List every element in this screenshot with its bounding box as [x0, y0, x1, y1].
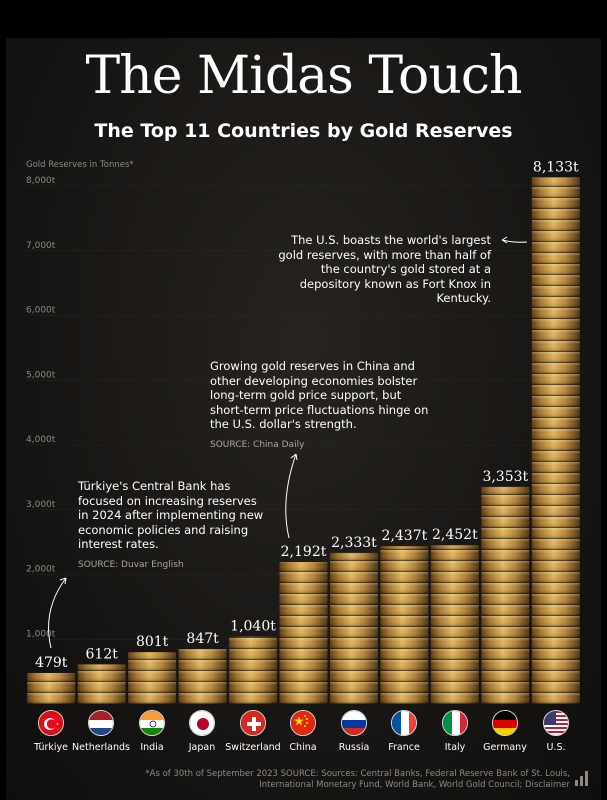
bars: [27, 177, 580, 704]
bar-chart-logo-icon: [575, 771, 588, 786]
y-axis-ticks: 1,000t 2,000t 3,000t 4,000t 5,000t 6,000t 7,00…: [26, 176, 56, 639]
bar-ingot-texture-trkiye: [27, 672, 76, 704]
russia-flag-icon: [341, 710, 367, 736]
us-annotation-arrow: [501, 239, 528, 243]
value-label-japan: 847t: [186, 631, 219, 647]
usa-flag-icon: [543, 710, 569, 736]
france-flag-icon: [391, 710, 417, 736]
country-label-india: India: [140, 742, 164, 753]
chart-subtitle: The Top 11 Countries by Gold Reserves: [94, 120, 513, 142]
bar-ingot-texture-italy: [430, 545, 479, 704]
us-annotation-text: The U.S. boasts the world's largest gold…: [278, 233, 491, 305]
turkiye-annotation-arrowhead: [59, 577, 67, 585]
bar-ingot-texture-india: [128, 652, 177, 704]
china-annotation-source: SOURCE: China Daily: [210, 439, 305, 450]
turkiye-annotation: Türkiye's Central Bank has focused on in…: [78, 479, 268, 572]
china-annotation-arrow: [285, 453, 297, 539]
bar-ingot-texture-germany: [481, 486, 530, 704]
country-label-us: U.S.: [546, 742, 566, 753]
china-annotation-text: Growing gold reserves in China and other…: [210, 359, 429, 431]
y-tick-label: 5,000t: [26, 370, 56, 380]
bar-ingot-texture-china: [279, 562, 328, 704]
annotation-arrows: [48, 236, 528, 649]
y-tick-label: 2,000t: [26, 565, 56, 575]
turkiye-annotation-source: SOURCE: Duvar English: [78, 559, 184, 570]
value-label-russia: 2,333t: [331, 535, 377, 551]
bar-ingot-texture-netherlands: [77, 664, 126, 704]
us-annotation: The U.S. boasts the world's largest gold…: [268, 233, 491, 306]
country-label-russia: Russia: [338, 742, 370, 753]
footnote: *As of 30th of September 2023 SOURCE: So…: [145, 769, 570, 790]
china-annotation: Growing gold reserves in China and other…: [210, 359, 438, 452]
bar-ingot-texture-us: [531, 177, 580, 704]
value-label-switzerland: 1,040t: [230, 619, 276, 635]
country-label-italy: Italy: [444, 742, 466, 753]
y-tick-label: 3,000t: [26, 500, 56, 510]
bar-ingot-texture-switzerland: [229, 636, 278, 704]
chart-title: The Midas Touch: [85, 46, 523, 106]
bar-ingot-texture-russia: [329, 552, 378, 704]
japan-flag-icon: [189, 710, 215, 736]
value-label-china: 2,192t: [281, 544, 327, 560]
y-axis-title: Gold Reserves in Tonnes*: [26, 160, 134, 170]
turkey-flag-icon: [38, 710, 64, 736]
bar-ingot-texture-france: [380, 546, 429, 704]
country-label-france: France: [388, 742, 420, 753]
country-label-germany: Germany: [483, 742, 527, 753]
y-tick-label: 4,000t: [26, 435, 56, 445]
bar-ingot-texture-japan: [178, 649, 227, 704]
value-label-netherlands: 612t: [86, 646, 119, 662]
italy-flag-icon: [442, 710, 468, 736]
china-annotation-arrowhead: [290, 453, 298, 461]
country-label-turkiye: Türkiye: [33, 742, 69, 753]
turkiye-annotation-arrow: [48, 577, 67, 649]
value-label-us: 8,133t: [533, 159, 579, 175]
value-label-trkiye: 479t: [35, 655, 68, 671]
india-flag-icon: [139, 710, 165, 736]
country-label-netherlands: Netherlands: [72, 742, 130, 753]
y-tick-label: 6,000t: [26, 306, 56, 316]
country-label-japan: Japan: [188, 742, 216, 753]
us-annotation-arrowhead: [501, 236, 508, 244]
value-label-italy: 2,452t: [432, 527, 478, 543]
germany-flag-icon: [492, 710, 518, 736]
y-tick-label: 8,000t: [26, 176, 56, 186]
country-label-switzerland: Switzerland: [225, 742, 281, 753]
value-label-france: 2,437t: [382, 528, 428, 544]
value-label-germany: 3,353t: [482, 469, 528, 485]
turkiye-annotation-text: Türkiye's Central Bank has focused on in…: [78, 479, 264, 551]
switzerland-flag-icon: [240, 710, 266, 736]
netherlands-flag-icon: [88, 710, 114, 736]
value-label-india: 801t: [136, 634, 169, 650]
country-label-china: China: [289, 742, 317, 753]
y-tick-label: 1,000t: [26, 629, 56, 639]
china-flag-icon: [290, 710, 316, 736]
y-tick-label: 7,000t: [26, 241, 56, 251]
